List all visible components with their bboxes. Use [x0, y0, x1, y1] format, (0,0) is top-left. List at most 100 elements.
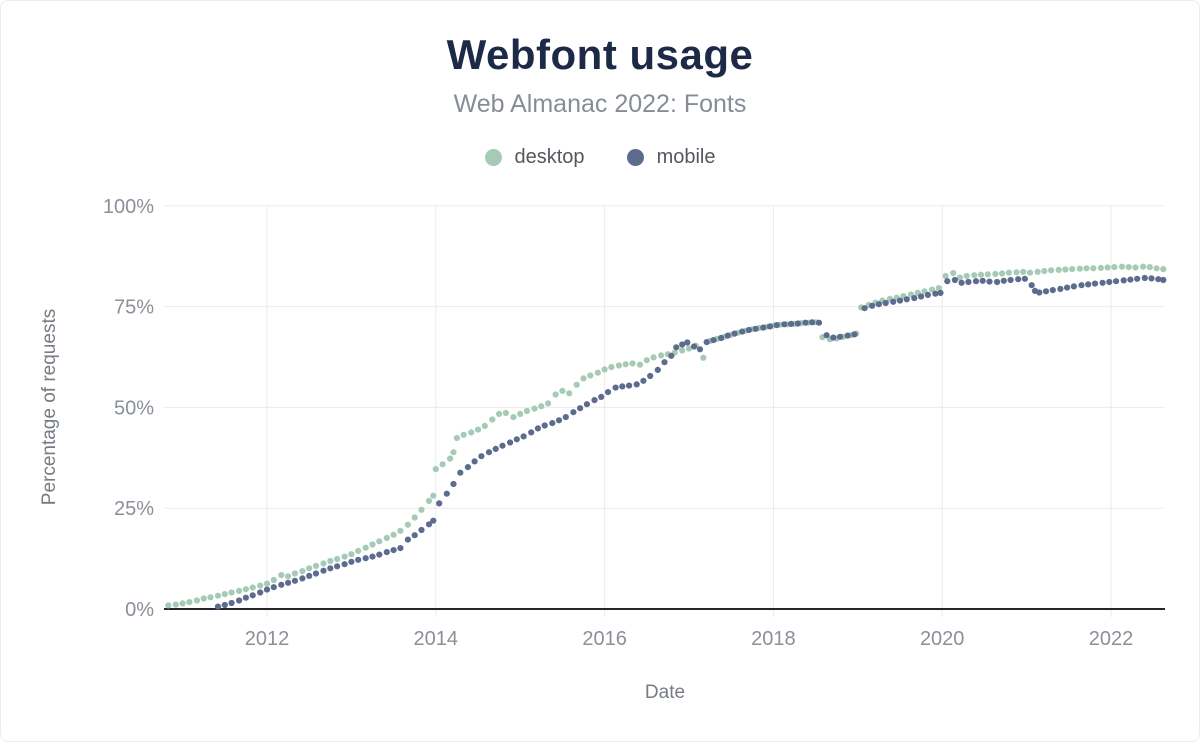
desktop-data-point[interactable] [1062, 266, 1069, 273]
mobile-data-point[interactable] [570, 409, 577, 416]
mobile-data-point[interactable] [376, 551, 383, 558]
desktop-data-point[interactable] [411, 514, 418, 521]
mobile-data-point[interactable] [696, 346, 704, 353]
desktop-data-point[interactable] [963, 272, 970, 280]
mobile-data-point[interactable] [534, 425, 542, 432]
desktop-data-point[interactable] [214, 592, 222, 599]
desktop-data-point[interactable] [992, 270, 999, 277]
mobile-data-point[interactable] [1091, 280, 1099, 287]
mobile-data-point[interactable] [604, 389, 612, 396]
mobile-data-point[interactable] [951, 276, 959, 284]
desktop-data-point[interactable] [306, 565, 313, 572]
mobile-data-point[interactable] [397, 545, 404, 552]
desktop-data-point[interactable] [573, 381, 580, 388]
desktop-data-point[interactable] [390, 531, 397, 538]
mobile-data-point[interactable] [228, 599, 235, 607]
mobile-data-point[interactable] [612, 384, 619, 391]
desktop-data-point[interactable] [615, 362, 623, 369]
mobile-data-point[interactable] [1127, 276, 1134, 283]
mobile-data-point[interactable] [464, 464, 471, 471]
mobile-data-point[interactable] [291, 577, 298, 584]
desktop-data-point[interactable] [658, 352, 665, 359]
mobile-data-point[interactable] [654, 366, 661, 373]
desktop-data-point[interactable] [430, 492, 437, 499]
mobile-data-point[interactable] [994, 278, 1001, 286]
desktop-data-point[interactable] [650, 354, 657, 361]
desktop-data-point[interactable] [942, 272, 949, 280]
desktop-data-point[interactable] [538, 403, 545, 410]
mobile-data-point[interactable] [278, 581, 285, 588]
mobile-data-point[interactable] [443, 490, 450, 497]
desktop-data-point[interactable] [956, 274, 964, 281]
mobile-data-point[interactable] [837, 333, 844, 340]
desktop-data-point[interactable] [1153, 265, 1160, 272]
mobile-data-point[interactable] [418, 526, 425, 534]
desktop-data-point[interactable] [200, 595, 207, 602]
mobile-data-point[interactable] [903, 296, 910, 303]
mobile-data-point[interactable] [355, 556, 362, 563]
desktop-data-point[interactable] [179, 600, 186, 607]
desktop-data-point[interactable] [1048, 267, 1055, 274]
mobile-data-point[interactable] [1015, 276, 1022, 283]
mobile-data-point[interactable] [404, 536, 411, 543]
mobile-data-point[interactable] [1106, 278, 1113, 286]
desktop-data-point[interactable] [1146, 264, 1153, 271]
desktop-data-point[interactable] [502, 409, 509, 417]
desktop-data-point[interactable] [249, 584, 256, 591]
legend-item-desktop[interactable]: desktop [484, 146, 585, 169]
mobile-data-point[interactable] [549, 420, 556, 427]
mobile-data-point[interactable] [882, 299, 889, 307]
desktop-data-point[interactable] [1055, 266, 1062, 273]
mobile-data-point[interactable] [802, 319, 809, 326]
mobile-data-point[interactable] [911, 295, 918, 302]
mobile-data-point[interactable] [425, 521, 433, 528]
mobile-data-point[interactable] [263, 586, 271, 593]
desktop-data-point[interactable] [685, 345, 693, 352]
mobile-data-point[interactable] [679, 341, 686, 348]
desktop-data-point[interactable] [1125, 264, 1132, 271]
desktop-data-point[interactable] [517, 410, 524, 417]
mobile-data-point[interactable] [1120, 277, 1127, 284]
mobile-data-point[interactable] [1099, 279, 1106, 286]
mobile-data-point[interactable] [619, 383, 626, 390]
desktop-data-point[interactable] [186, 599, 193, 606]
mobile-data-point[interactable] [703, 339, 710, 346]
desktop-data-point[interactable] [432, 466, 439, 473]
mobile-data-point[interactable] [471, 458, 478, 465]
desktop-data-point[interactable] [172, 601, 179, 608]
mobile-data-point[interactable] [972, 278, 980, 285]
desktop-data-point[interactable] [439, 461, 446, 468]
mobile-data-point[interactable] [958, 279, 965, 286]
desktop-data-point[interactable] [1013, 269, 1020, 276]
mobile-data-point[interactable] [369, 553, 376, 560]
mobile-data-point[interactable] [591, 397, 598, 404]
mobile-data-point[interactable] [598, 393, 605, 400]
mobile-data-point[interactable] [937, 289, 944, 296]
desktop-data-point[interactable] [418, 506, 425, 513]
mobile-data-point[interactable] [334, 563, 341, 570]
mobile-data-point[interactable] [492, 445, 499, 452]
mobile-data-point[interactable] [1036, 289, 1043, 296]
mobile-data-point[interactable] [362, 555, 369, 562]
mobile-data-point[interactable] [221, 601, 228, 609]
desktop-data-point[interactable] [263, 580, 271, 587]
mobile-data-point[interactable] [312, 570, 320, 577]
mobile-data-point[interactable] [861, 305, 868, 312]
mobile-data-point[interactable] [513, 436, 520, 443]
mobile-data-point[interactable] [583, 401, 591, 408]
mobile-data-point[interactable] [242, 594, 249, 601]
mobile-data-point[interactable] [499, 442, 506, 449]
desktop-data-point[interactable] [643, 357, 650, 364]
desktop-data-point[interactable] [299, 568, 306, 575]
desktop-data-point[interactable] [453, 434, 460, 442]
desktop-data-point[interactable] [1020, 268, 1027, 275]
mobile-data-point[interactable] [1007, 276, 1014, 284]
desktop-data-point[interactable] [629, 360, 636, 367]
mobile-data-point[interactable] [1070, 283, 1077, 290]
mobile-data-point[interactable] [718, 334, 725, 342]
mobile-data-point[interactable] [1078, 282, 1085, 289]
mobile-data-point[interactable] [794, 320, 802, 327]
legend-item-mobile[interactable]: mobile [626, 146, 715, 169]
mobile-data-point[interactable] [1028, 282, 1035, 289]
desktop-data-point[interactable] [320, 560, 327, 567]
